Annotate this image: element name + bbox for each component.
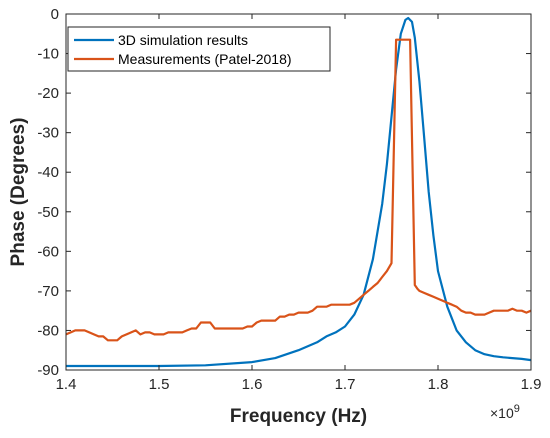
x-tick-label: 1.9 [521, 376, 542, 393]
y-tick-label: -20 [37, 85, 59, 102]
y-tick-label: -30 [37, 125, 59, 142]
x-tick-label: 1.6 [242, 376, 263, 393]
legend-label-simulation: 3D simulation results [118, 32, 248, 48]
legend-box [67, 26, 331, 72]
x-tick-label: 1.4 [56, 376, 77, 393]
x-tick-label: 1.5 [149, 376, 170, 393]
series-line-measurements [65, 38, 532, 342]
y-axis-title: Phase (Degrees) [8, 118, 29, 267]
x-axis-multiplier-exponent: 9 [514, 403, 520, 415]
plot-background [66, 14, 531, 370]
y-tick-label: -50 [37, 204, 59, 221]
x-tick-label: 1.7 [335, 376, 356, 393]
y-tick-label: -40 [37, 164, 59, 181]
legend: 3D simulation results Measurements (Patel… [67, 26, 331, 72]
axes-box [65, 13, 532, 371]
plot-area [65, 14, 532, 370]
x-tick-label: 1.8 [428, 376, 449, 393]
x-axis-title: Frequency (Hz) [230, 406, 367, 427]
y-tick-label: 0 [51, 6, 59, 23]
y-tick-label: -10 [37, 46, 59, 63]
x-axis-multiplier: ×109 [490, 403, 520, 421]
y-tick-label: -60 [37, 243, 59, 260]
axes: 1.4 1.5 1.6 1.7 1.8 1.9 0 -10 -20 -30 -40 -50 -60 -70… [8, 6, 541, 427]
series-line-simulation [66, 16, 532, 368]
y-tick-label: -80 [37, 322, 59, 339]
x-axis-multiplier-base: ×10 [490, 405, 514, 421]
y-tick-label: -90 [37, 362, 59, 379]
y-tick-label: -70 [37, 283, 59, 300]
legend-label-measurements: Measurements (Patel-2018) [118, 51, 292, 67]
